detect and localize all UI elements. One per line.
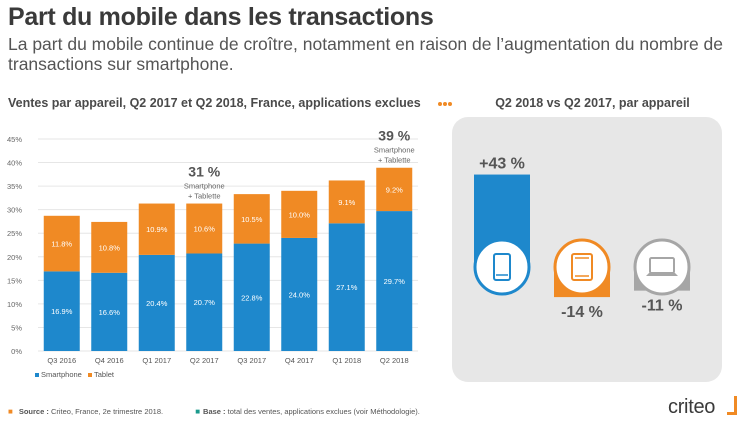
y-tick-label: 40% — [7, 159, 22, 168]
y-tick-label: 35% — [7, 182, 22, 191]
bar-smartphone — [138, 254, 175, 351]
legend-label-smartphone: Smartphone — [41, 370, 82, 379]
smartphone-value-label: 27.1% — [336, 283, 358, 292]
tablet-value-label: 11.8% — [51, 240, 72, 249]
y-tick-label: 45% — [7, 135, 22, 144]
laptop-base — [646, 273, 678, 276]
growth-value-label: +43 % — [479, 156, 525, 173]
dot — [438, 102, 442, 106]
teal-bullet-icon: ■ — [195, 407, 201, 416]
smartphone-value-label: 29.7% — [384, 277, 406, 286]
bar-tablet — [186, 203, 223, 254]
bar-tablet — [281, 190, 318, 238]
annotation-line: + Tablette — [188, 192, 221, 201]
criteo-logo: criteo — [668, 396, 716, 418]
bar-tablet — [233, 194, 270, 244]
y-tick-label: 15% — [7, 276, 22, 285]
icon-circle — [633, 238, 691, 296]
legend-swatch-tablet — [88, 373, 92, 377]
x-tick-label: Q4 2016 — [95, 356, 124, 365]
left-chart-title: Ventes par appareil, Q2 2017 et Q2 2018,… — [8, 96, 421, 110]
x-tick-label: Q2 2017 — [190, 356, 219, 365]
y-tick-label: 5% — [11, 323, 22, 332]
orange-bullet-icon: ■ — [8, 407, 13, 416]
bar-smartphone — [43, 271, 80, 351]
total-annotation: 39 % — [378, 128, 410, 144]
smartphone-value-label: 22.8% — [241, 293, 263, 302]
smartphone-icon — [473, 238, 531, 296]
legend-swatch-smartphone — [35, 373, 39, 377]
bar-smartphone — [233, 243, 270, 351]
tablet-value-label: 10.8% — [99, 243, 121, 252]
source-text: Criteo, France, 2e trimestre 2018. — [50, 407, 164, 416]
bar-smartphone — [328, 223, 365, 351]
annotation-line: Smartphone — [374, 146, 415, 155]
bar-tablet — [376, 167, 413, 212]
tablet-value-label: 10.9% — [146, 225, 168, 234]
bar-tablet — [138, 203, 175, 255]
x-tick-label: Q1 2017 — [142, 356, 171, 365]
dot — [448, 102, 452, 106]
dot — [443, 102, 447, 106]
y-tick-label: 10% — [7, 300, 22, 309]
annotation-line: + Tablette — [378, 156, 411, 165]
smartphone-value-label: 16.9% — [51, 307, 73, 316]
legend-label-tablet: Tablet — [94, 370, 115, 379]
icon-circle — [553, 238, 611, 296]
annotation-line: Smartphone — [184, 182, 225, 191]
base-text: total des ventes, applications exclues (… — [227, 407, 420, 416]
smartphone-value-label: 24.0% — [289, 290, 311, 299]
stacked-bar-chart: 0% 5% 10% 15% 20% 25% 30% 35% 40% 45% 16.9% 11.8% Q3… — [7, 128, 418, 379]
page-subtitle: La part du mobile continue de croître, n… — [8, 34, 724, 74]
tablet-value-label: 9.2% — [386, 185, 403, 194]
page-title: Part du mobile dans les transactions — [8, 3, 434, 31]
bar-smartphone — [91, 272, 128, 351]
bar-smartphone — [281, 237, 318, 351]
smartphone-value-label: 20.4% — [146, 299, 168, 308]
tablet-value-label: 9.1% — [338, 198, 355, 207]
dots-separator — [438, 102, 452, 106]
base-label: Base : — [203, 407, 226, 416]
footer-note: ■ Source : Criteo, France, 2e trimestre 2… — [8, 407, 420, 416]
logo-corner-icon — [727, 396, 737, 415]
tablet-value-label: 10.0% — [289, 210, 311, 219]
y-tick-label: 20% — [7, 253, 22, 262]
phone-body — [493, 253, 511, 281]
smartphone-value-label: 16.6% — [99, 308, 121, 317]
x-tick-label: Q1 2018 — [332, 356, 361, 365]
tablet-icon — [553, 238, 611, 296]
icon-circle — [473, 238, 531, 296]
tablet-value-label: 10.6% — [194, 225, 216, 234]
tablet-value-label: 10.5% — [241, 215, 263, 224]
bar-tablet — [328, 180, 365, 224]
growth-bar-chart: +43 % -14 % -11 % — [473, 156, 691, 321]
x-tick-label: Q2 2018 — [380, 356, 409, 365]
smartphone-value-label: 20.7% — [194, 298, 216, 307]
bar-smartphone — [186, 253, 223, 351]
y-tick-label: 25% — [7, 229, 22, 238]
growth-value-label: -11 % — [642, 298, 683, 315]
bar-tablet — [43, 215, 80, 272]
y-tick-label: 0% — [11, 347, 22, 356]
bar-tablet — [91, 221, 128, 273]
laptop-icon — [633, 238, 691, 296]
x-tick-label: Q4 2017 — [285, 356, 314, 365]
tablet-body — [571, 253, 593, 281]
growth-value-label: -14 % — [561, 304, 603, 321]
source-label: Source : — [18, 407, 49, 416]
total-annotation: 31 % — [188, 164, 220, 180]
bar-smartphone — [376, 211, 413, 351]
y-tick-label: 30% — [7, 206, 22, 215]
x-tick-label: Q3 2017 — [237, 356, 266, 365]
right-chart-title: Q2 2018 vs Q2 2017, par appareil — [495, 96, 690, 110]
x-tick-label: Q3 2016 — [47, 356, 76, 365]
